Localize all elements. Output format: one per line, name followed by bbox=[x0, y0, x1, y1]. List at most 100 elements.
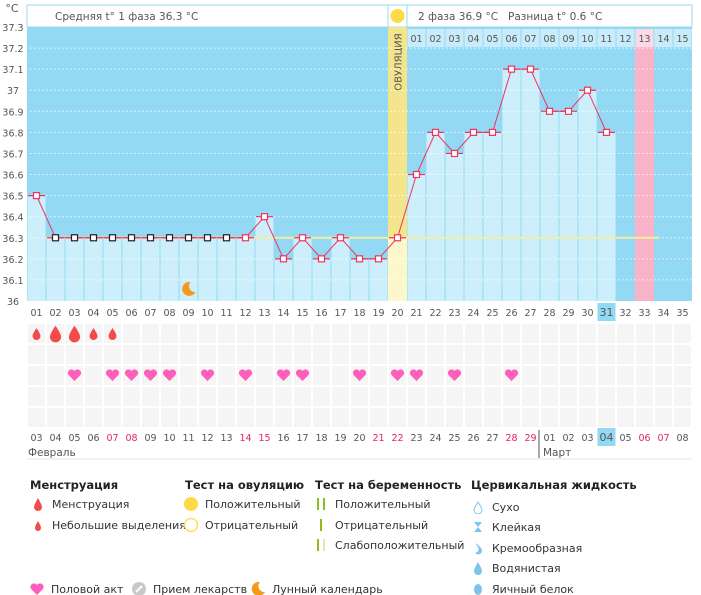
marker-cell bbox=[180, 366, 197, 385]
marker-cell bbox=[313, 324, 330, 343]
phase2-day-cell bbox=[559, 29, 578, 47]
marker-cell bbox=[123, 408, 140, 427]
temperature-point bbox=[89, 234, 98, 242]
marker-cell bbox=[446, 387, 463, 406]
heart-icon bbox=[276, 369, 291, 381]
ovulation-label: ОВУЛЯЦИЯ bbox=[394, 33, 405, 91]
y-tick-label: 36.9 bbox=[2, 107, 23, 118]
y-tick-label: 36.5 bbox=[2, 192, 23, 203]
egg-icon bbox=[470, 581, 486, 595]
marker-cell bbox=[47, 387, 64, 406]
marker-cell bbox=[66, 408, 83, 427]
heart-icon bbox=[67, 369, 82, 381]
cycle-day-label: 17 bbox=[334, 308, 346, 319]
y-tick-label: 36.7 bbox=[2, 149, 23, 160]
y-tick-label: 36.4 bbox=[2, 213, 23, 224]
heart-icon bbox=[162, 369, 177, 381]
marker-cell bbox=[47, 345, 64, 364]
phase2-day-label: 04 bbox=[467, 34, 479, 45]
legend-lunar: Лунный календарь bbox=[250, 581, 383, 595]
heart-icon bbox=[105, 369, 120, 381]
marker-cell bbox=[218, 366, 235, 385]
marker-cell bbox=[161, 345, 178, 364]
marker-cell bbox=[522, 324, 539, 343]
marker-cell bbox=[541, 366, 558, 385]
marker-cell bbox=[161, 408, 178, 427]
marker-cell bbox=[180, 324, 197, 343]
y-tick-label: 36.2 bbox=[2, 255, 23, 266]
marker-cell bbox=[465, 408, 482, 427]
marker-cell bbox=[408, 387, 425, 406]
marker-cell bbox=[123, 345, 140, 364]
legend-cervical-eggwhite: Яичный белок bbox=[470, 581, 574, 595]
phase2-day-cell bbox=[521, 29, 540, 47]
calendar-date-label: 05 bbox=[619, 433, 631, 444]
temperature-point bbox=[393, 234, 402, 242]
half-drop-icon bbox=[470, 540, 486, 556]
phase2-day-label: 10 bbox=[581, 34, 593, 45]
marker-cell bbox=[427, 387, 444, 406]
marker-cell bbox=[427, 345, 444, 364]
marker-cell bbox=[275, 345, 292, 364]
legend-cervical-sticky: Клейкая bbox=[470, 519, 541, 535]
marker-cell bbox=[598, 387, 615, 406]
legend-label: Половой акт bbox=[51, 582, 124, 595]
temperature-point bbox=[450, 149, 459, 158]
marker-cell bbox=[522, 408, 539, 427]
calendar-date-label: 24 bbox=[429, 433, 441, 444]
phase2-day-label: 13 bbox=[638, 34, 650, 45]
marker-cell bbox=[560, 366, 577, 385]
marker-cell bbox=[484, 408, 501, 427]
legend-label: Сухо bbox=[492, 500, 520, 514]
temperature-chart: Средняя t° 1 фаза 36.3 °C 2 фаза 36.9 °C Р… bbox=[2, 2, 693, 460]
marker-cell bbox=[598, 324, 615, 343]
spotting-drop-icon bbox=[32, 328, 41, 340]
marker-cell bbox=[237, 324, 254, 343]
temperature-bar bbox=[84, 237, 103, 301]
legend-label: Небольшие выделения bbox=[52, 518, 186, 532]
heart-icon bbox=[447, 369, 462, 381]
cycle-day-label: 35 bbox=[676, 308, 688, 319]
heart-icon bbox=[200, 369, 215, 381]
phase2-day-cell bbox=[407, 29, 426, 47]
marker-cell bbox=[503, 324, 520, 343]
marker-cell bbox=[389, 408, 406, 427]
temperature-bar bbox=[46, 237, 65, 301]
marker-cell bbox=[47, 408, 64, 427]
y-tick-label: 36.6 bbox=[2, 171, 23, 182]
legend-pregnancy-weak: Слабоположительный bbox=[313, 537, 464, 553]
calendar-date-label: 17 bbox=[296, 433, 308, 444]
phase2-day-cell bbox=[464, 29, 483, 47]
marker-cell bbox=[427, 324, 444, 343]
ovulation-column bbox=[388, 27, 407, 238]
marker-cell bbox=[28, 345, 45, 364]
legend-label: Отрицательный bbox=[205, 518, 299, 532]
calendar-date-label: 29 bbox=[524, 433, 536, 444]
cycle-day-label: 29 bbox=[562, 308, 574, 319]
phase2-day-label: 01 bbox=[410, 34, 422, 45]
legend-menstruation-title: Менструация bbox=[30, 478, 119, 492]
marker-cell bbox=[370, 366, 387, 385]
cycle-day-label: 28 bbox=[543, 308, 555, 319]
marker-cell bbox=[522, 366, 539, 385]
temperature-point bbox=[260, 213, 269, 221]
heart-icon bbox=[352, 369, 367, 381]
marker-cell bbox=[275, 408, 292, 427]
marker-cell bbox=[351, 387, 368, 406]
cycle-day-label: 16 bbox=[315, 308, 327, 319]
marker-cell bbox=[256, 387, 273, 406]
temperature-point bbox=[317, 255, 326, 263]
calendar-date-label: 03 bbox=[581, 433, 593, 444]
calendar-date-label: 13 bbox=[220, 433, 232, 444]
expected-period-column bbox=[635, 47, 654, 301]
cycle-day-label: 11 bbox=[220, 308, 232, 319]
y-tick-label: 37.1 bbox=[2, 65, 23, 76]
today-highlight bbox=[597, 303, 616, 321]
calendar-date-label: 12 bbox=[201, 433, 213, 444]
marker-cell bbox=[313, 408, 330, 427]
temperature-point bbox=[70, 234, 79, 242]
temperature-bar bbox=[540, 111, 559, 301]
temperature-point bbox=[374, 255, 383, 263]
marker-cell bbox=[674, 324, 691, 343]
marker-cell bbox=[104, 387, 121, 406]
